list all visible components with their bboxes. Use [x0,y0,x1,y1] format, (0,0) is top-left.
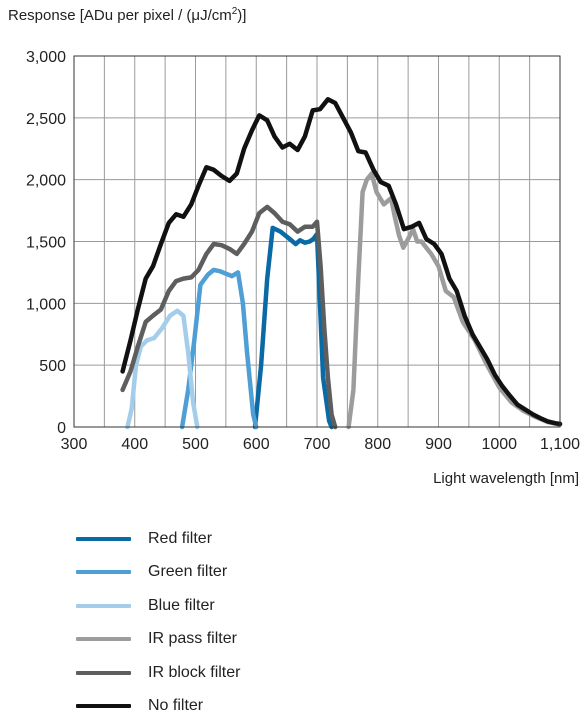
y-axis-label-suffix: )] [237,7,246,24]
legend-swatch [76,537,131,541]
y-tick-labels: 0 500 1,000 1,500 2,000 2,500 3,000 [26,49,66,437]
x-tick-label: 500 [182,436,209,453]
legend-swatch [76,604,131,608]
x-tick-labels: 300 400 500 600 700 800 900 1000 1,100 [61,436,580,453]
response-chart: 0 500 1,000 1,500 2,000 2,500 3,000 300 400 500 6… [0,0,587,500]
legend-swatch [76,637,131,641]
legend-item: IR block filter [76,656,240,690]
legend-label: Red filter [148,530,212,548]
y-tick-label: 2,000 [26,173,66,190]
y-tick-label: 500 [39,358,66,375]
legend-item: IR pass filter [76,623,240,657]
legend-swatch [76,671,131,675]
x-tick-label: 400 [121,436,148,453]
x-tick-label: 300 [61,436,88,453]
x-tick-label: 1,100 [540,436,580,453]
y-tick-label: 1,500 [26,235,66,252]
series-line-ir-pass-filter [349,174,560,428]
legend-item: Red filter [76,522,240,556]
y-axis-label-prefix: Response [ADu per pixel / (μJ/cm [8,7,232,24]
y-axis-label: Response [ADu per pixel / (μJ/cm2)] [8,6,246,24]
y-tick-label: 3,000 [26,49,66,66]
y-tick-label: 1,000 [26,296,66,313]
x-tick-label: 600 [243,436,270,453]
x-tick-label: 1000 [481,436,517,453]
x-tick-label: 800 [364,436,391,453]
x-tick-label: 700 [304,436,331,453]
y-tick-label: 0 [57,420,66,437]
series-lines [123,99,560,427]
legend-swatch [76,704,131,708]
legend-label: Green filter [148,563,227,581]
legend-item: No filter [76,690,240,723]
y-tick-label: 2,500 [26,111,66,128]
legend-item: Green filter [76,556,240,590]
x-axis-label: Light wavelength [nm] [433,470,579,487]
legend-label: No filter [148,697,203,715]
legend-swatch [76,570,131,574]
x-tick-label: 900 [425,436,452,453]
legend-label: IR block filter [148,664,240,682]
legend-label: IR pass filter [148,630,237,648]
legend-item: Blue filter [76,589,240,623]
legend: Red filter Green filter Blue filter IR pass… [76,522,240,723]
legend-label: Blue filter [148,597,215,615]
